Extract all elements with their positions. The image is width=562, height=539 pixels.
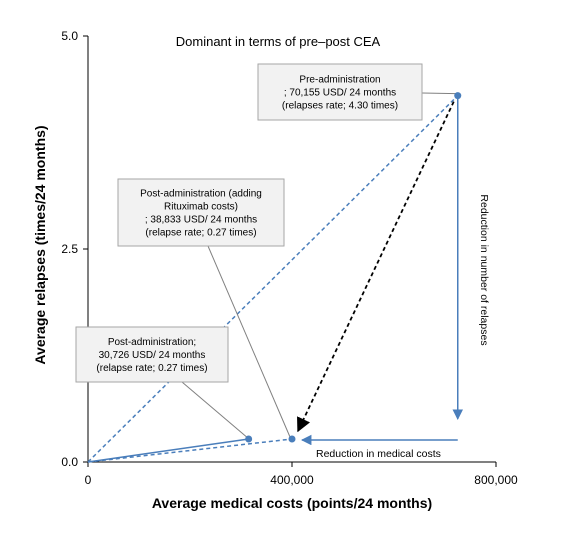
y-tick-label: 0.0 xyxy=(61,455,78,469)
x-tick-label: 0 xyxy=(85,473,92,487)
annotation-box xyxy=(117,178,285,247)
y-tick-label: 5.0 xyxy=(61,29,78,43)
annotation-post: Post-administration; 30,726 USD/ 24 month… xyxy=(75,326,229,383)
annotation-post-rituximab: Post-administration (adding Rituximab cos… xyxy=(117,178,285,247)
annotation-line: Post-administration (adding xyxy=(140,189,262,200)
y-tick-label: 2.5 xyxy=(61,242,78,256)
point-pre xyxy=(454,92,462,100)
annotation-line: 30,726 USD/ 24 months xyxy=(99,350,206,361)
x-tick-label: 400,000 xyxy=(270,473,314,487)
annotation-box xyxy=(257,63,423,121)
annotation-line: Rituximab costs) xyxy=(164,202,238,213)
annotation-line: (relapse rate; 0.27 times) xyxy=(145,228,256,239)
connector-pre xyxy=(421,92,456,95)
ticks: 0 400,000 800,000 0.0 2.5 5.0 xyxy=(61,29,518,487)
annotation-line: ; 70,155 USD/ 24 months xyxy=(284,88,396,99)
post-ray-line xyxy=(87,438,249,463)
pre-to-post-shift-arrow xyxy=(297,101,455,433)
annotation-box xyxy=(75,326,229,383)
point-post xyxy=(245,435,253,443)
annotation-line: (relapses rate; 4.30 times) xyxy=(282,101,398,112)
annotation-line: Post-administration; xyxy=(108,337,196,348)
chart-title: Dominant in terms of pre–post CEA xyxy=(176,34,381,49)
annotation-line: (relapse rate; 0.27 times) xyxy=(96,363,207,374)
post-rituximab-ray-line xyxy=(87,438,293,463)
cost-reduction-label: Reduction in medical costs xyxy=(316,448,441,460)
x-axis-title: Average medical costs (points/24 months) xyxy=(152,495,432,511)
annotation-pre: Pre-administration ; 70,155 USD/ 24 month… xyxy=(257,63,423,121)
connector-post xyxy=(181,381,247,438)
point-post-rituximab xyxy=(288,435,296,443)
series-lines xyxy=(87,95,463,463)
data-points xyxy=(245,92,462,443)
connector-post-rituximab xyxy=(207,245,291,438)
annotation-line: Pre-administration xyxy=(299,75,380,86)
pre-ray-line xyxy=(87,95,459,463)
relapse-reduction-label: Reduction in number of relapses xyxy=(478,194,490,345)
x-tick-label: 800,000 xyxy=(474,473,518,487)
connectors xyxy=(181,92,456,438)
annotation-line: ; 38,833 USD/ 24 months xyxy=(145,215,257,226)
y-axis-title: Average relapses (times/24 months) xyxy=(32,125,48,364)
annotation-boxes: Pre-administration ; 70,155 USD/ 24 month… xyxy=(75,63,423,383)
